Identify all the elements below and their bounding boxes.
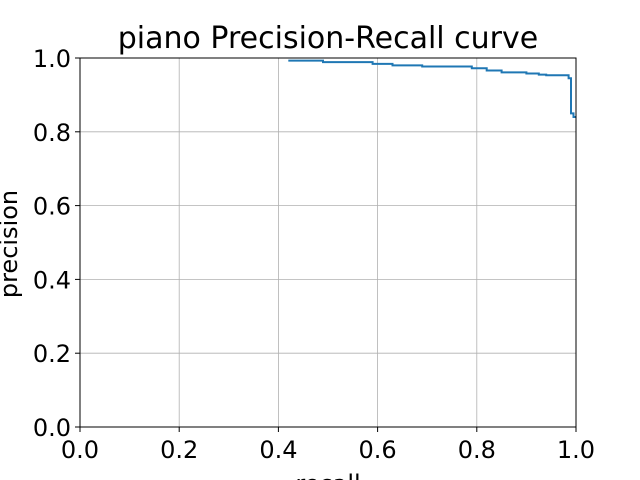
x-tick-label: 0.0 — [61, 436, 99, 464]
x-axis-label: recall — [295, 470, 360, 480]
y-tick-label: 1.0 — [33, 45, 71, 73]
axes-frame — [79, 57, 577, 428]
x-tick-label: 0.6 — [359, 436, 397, 464]
y-axis-ticks: 0.0 0.2 0.4 0.6 0.8 1.0 — [33, 45, 80, 442]
y-tick-label: 0.2 — [33, 340, 71, 368]
y-axis-label: precision — [0, 190, 23, 298]
pr-curve-line — [288, 59, 576, 118]
x-axis-ticks: 0.0 0.2 0.4 0.6 0.8 1.0 — [61, 427, 595, 464]
x-tick-label: 0.4 — [259, 436, 297, 464]
chart-title: piano Precision-Recall curve — [118, 21, 538, 56]
plot-area — [288, 59, 576, 118]
x-tick-label: 1.0 — [557, 436, 595, 464]
x-tick-label: 0.8 — [458, 436, 496, 464]
grid-lines — [79, 57, 577, 428]
y-tick-label: 0.0 — [33, 414, 71, 442]
y-tick-label: 0.8 — [33, 119, 71, 147]
x-tick-label: 0.2 — [160, 436, 198, 464]
y-tick-label: 0.6 — [33, 193, 71, 221]
y-tick-label: 0.4 — [33, 266, 71, 294]
